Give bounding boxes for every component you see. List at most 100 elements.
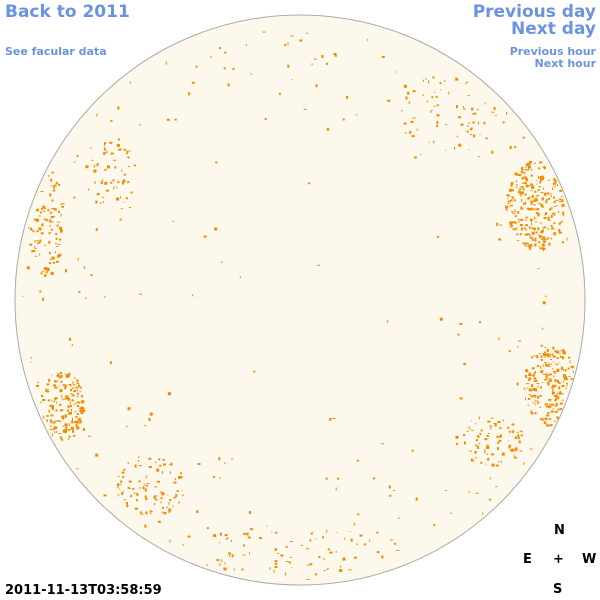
facula [274,560,278,563]
facula [552,355,556,358]
previous-hour-link[interactable]: Previous hour [509,45,596,58]
facula [554,182,556,185]
facula [64,373,67,375]
facula [46,271,48,275]
facula [56,430,58,433]
facula [515,184,518,186]
facula [520,218,524,221]
facula [520,206,523,210]
facula [82,410,86,413]
facula [95,200,98,204]
next-day-link[interactable]: Next day [511,19,596,39]
facula [154,461,157,463]
facula [529,161,532,164]
facula [79,419,82,423]
facula [136,499,139,502]
facula [66,397,68,400]
facula [54,397,58,400]
facula [552,389,555,391]
facula [530,218,533,222]
facula [71,408,73,411]
facula [55,237,58,240]
facula [535,388,537,392]
facula [525,397,527,401]
facula [169,539,171,543]
facula [528,372,531,374]
facula [521,177,525,180]
facula [433,524,436,527]
facula [249,552,250,555]
facula [489,498,492,501]
facula [542,301,546,305]
facula [554,185,556,188]
facula [276,552,279,554]
facula [506,112,508,115]
back-link[interactable]: Back to 2011 [5,2,130,22]
facula [89,147,92,149]
facula [542,352,545,355]
facula [221,559,223,563]
facula [120,208,123,210]
facula [541,238,544,241]
facula [70,426,74,430]
facula [472,121,475,124]
facula [50,422,52,424]
facula [526,207,530,210]
facula [138,456,141,458]
facula [526,163,528,166]
facula [332,418,336,420]
facula [51,215,55,217]
facula [530,397,532,399]
facula [166,118,170,121]
facula [50,419,52,423]
facula [213,534,217,538]
facula [409,130,412,134]
facula [423,79,424,82]
facula [70,389,72,392]
facula [514,436,517,440]
facula [91,159,94,161]
facula [490,427,492,430]
facula [346,95,349,99]
facula [472,113,475,115]
facula [552,384,556,387]
facula [78,417,81,421]
facula [306,32,308,34]
facula [420,153,422,155]
facula [117,494,119,497]
facula [506,209,508,212]
facula [514,209,516,213]
facula [501,460,502,463]
next-hour-link[interactable]: Next hour [534,57,597,70]
facula [544,403,548,406]
facula [109,361,112,365]
facula [519,188,521,191]
facula [48,410,50,412]
facula [336,532,338,534]
previous-day-link[interactable]: Previous day [472,2,596,22]
facula [46,390,50,393]
facula [543,236,546,240]
facula [542,248,544,250]
facula [76,413,79,416]
facula [119,218,122,221]
facula [497,421,501,423]
facula [546,424,550,427]
facula [491,111,495,113]
facula [245,44,247,46]
facular-link[interactable]: See facular data [5,45,107,58]
facula [59,226,63,230]
facula [58,421,62,423]
facula [550,192,551,194]
facula [47,399,50,402]
facula [531,412,534,415]
facula [519,233,522,236]
facula [549,417,552,420]
facula [139,486,141,489]
facula [76,420,79,424]
facula [53,384,56,387]
facula [232,67,235,70]
facula [535,231,538,234]
facula [507,426,510,429]
facula [48,252,51,255]
